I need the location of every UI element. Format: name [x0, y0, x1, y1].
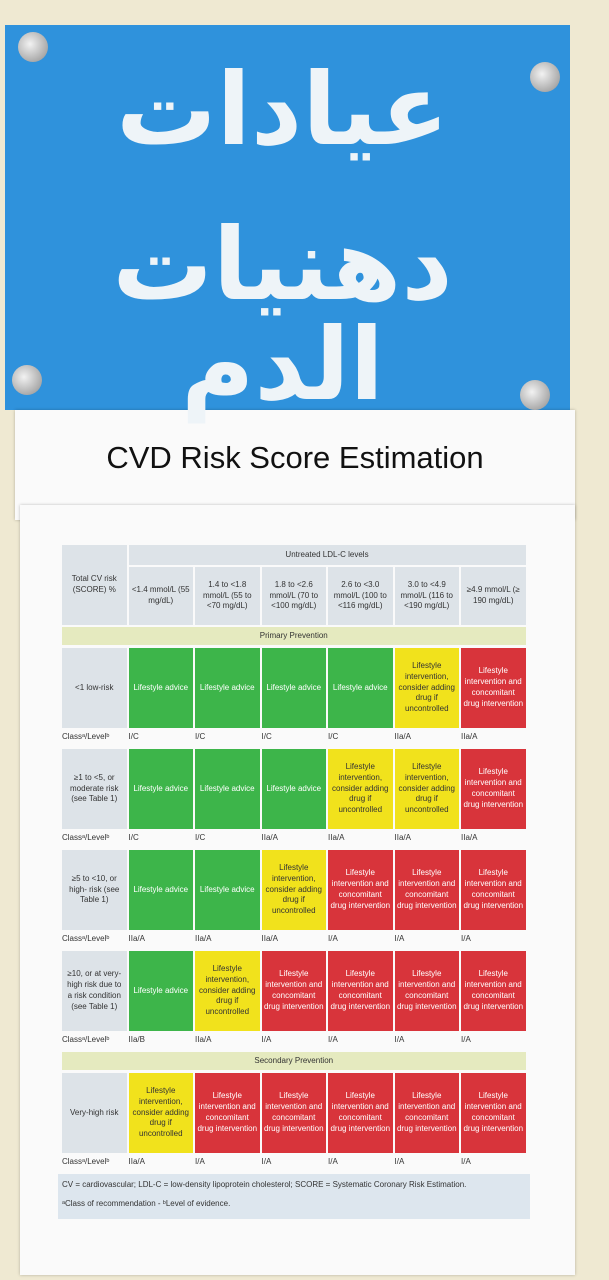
- row-label: ≥5 to <10, or high- risk (see Table 1): [62, 850, 127, 930]
- risk-cell: Lifestyle intervention and concomitant d…: [328, 850, 393, 930]
- class-value: I/C: [328, 732, 339, 741]
- row-label: <1 low-risk: [62, 648, 127, 728]
- risk-cell: Lifestyle intervention and concomitant d…: [261, 1073, 326, 1153]
- class-value: I/C: [128, 732, 139, 741]
- row-label: ≥10, or at very-high risk due to a risk …: [62, 951, 127, 1031]
- screw: [18, 32, 48, 62]
- risk-cell: Lifestyle advice: [128, 648, 193, 728]
- class-value: I/A: [394, 1035, 405, 1044]
- footnote: ᵃClass of recommendation - ᵇLevel of evi…: [62, 1199, 231, 1208]
- class-value: IIa/A: [261, 934, 278, 943]
- risk-cell: Lifestyle intervention, consider adding …: [128, 1073, 193, 1153]
- column-header: 2.6 to <3.0 mmol/L (100 to <116 mg/dL): [328, 567, 393, 625]
- class-value: IIa/A: [195, 1035, 212, 1044]
- risk-cell: Lifestyle intervention and concomitant d…: [461, 850, 526, 930]
- risk-cell: Lifestyle advice: [261, 648, 326, 728]
- class-value: I/A: [461, 934, 471, 943]
- title: CVD Risk Score Estimation: [106, 440, 484, 475]
- risk-cell: Lifestyle advice: [128, 951, 193, 1031]
- risk-cell: Lifestyle advice: [195, 749, 260, 829]
- class-value: I/C: [128, 833, 139, 842]
- paper-back: [15, 410, 575, 520]
- class-value: I/A: [261, 1035, 272, 1044]
- column-header: 3.0 to <4.9 mmol/L (116 to <190 mg/dL): [394, 567, 459, 625]
- class-value: IIa/A: [461, 732, 478, 741]
- class-value: I/A: [328, 934, 338, 943]
- risk-cell: Lifestyle intervention and concomitant d…: [394, 850, 459, 930]
- risk-cell: Lifestyle intervention and concomitant d…: [394, 1073, 459, 1153]
- risk-cell: Lifestyle intervention and concomitant d…: [195, 1073, 260, 1153]
- class-label: Classᵃ/Levelᵇ: [62, 732, 110, 741]
- risk-cell: Lifestyle advice: [328, 648, 393, 728]
- class-value: IIa/A: [128, 934, 145, 943]
- class-value: IIa/B: [128, 1035, 145, 1044]
- risk-cell: Lifestyle advice: [195, 850, 260, 930]
- class-value: I/C: [261, 732, 272, 741]
- risk-cell: Lifestyle intervention, consider adding …: [195, 951, 260, 1031]
- class-value: I/A: [261, 1157, 272, 1166]
- screw: [520, 380, 550, 410]
- class-value: I/A: [461, 1157, 471, 1166]
- column-header: 1.4 to <1.8 mmol/L (55 to <70 mg/dL): [195, 567, 260, 625]
- class-value: I/A: [328, 1157, 338, 1166]
- class-label: Classᵃ/Levelᵇ: [62, 1035, 110, 1044]
- column-header: ≥4.9 mmol/L (≥ 190 mg/dL): [461, 567, 526, 625]
- class-value: I/A: [394, 934, 405, 943]
- column-header: <1.4 mmol/L (55 mg/dL): [128, 567, 193, 625]
- sign-text: عيادات: [116, 51, 449, 168]
- screw: [12, 365, 42, 395]
- risk-cell: Lifestyle intervention, consider adding …: [394, 749, 459, 829]
- risk-cell: Lifestyle advice: [128, 850, 193, 930]
- risk-cell: Lifestyle advice: [128, 749, 193, 829]
- class-value: IIa/A: [394, 833, 411, 842]
- risk-cell: Lifestyle advice: [195, 648, 260, 728]
- section-header: Secondary Prevention: [62, 1052, 526, 1070]
- clinic-sign: [5, 25, 570, 410]
- group-header: Untreated LDL-C levels: [128, 545, 526, 565]
- class-value: IIa/A: [261, 833, 278, 842]
- class-label: Classᵃ/Levelᵇ: [62, 934, 110, 943]
- risk-cell: Lifestyle intervention and concomitant d…: [461, 951, 526, 1031]
- risk-cell: Lifestyle intervention and concomitant d…: [261, 951, 326, 1031]
- class-value: I/C: [195, 833, 206, 842]
- class-value: IIa/A: [128, 1157, 145, 1166]
- class-value: IIa/A: [195, 934, 212, 943]
- footnote-box: [58, 1174, 530, 1219]
- sign-text: دهنيات الدم: [112, 206, 453, 423]
- class-value: IIa/A: [461, 833, 478, 842]
- risk-cell: Lifestyle intervention, consider adding …: [261, 850, 326, 930]
- risk-cell: Lifestyle advice: [261, 749, 326, 829]
- class-label: Classᵃ/Levelᵇ: [62, 1157, 110, 1166]
- footnote: CV = cardiovascular; LDL-C = low-density…: [62, 1180, 467, 1189]
- class-value: IIa/A: [328, 833, 345, 842]
- risk-cell: Lifestyle intervention, consider adding …: [394, 648, 459, 728]
- class-value: IIa/A: [394, 732, 411, 741]
- class-value: I/C: [195, 732, 206, 741]
- risk-cell: Lifestyle intervention and concomitant d…: [328, 951, 393, 1031]
- risk-cell: Lifestyle intervention and concomitant d…: [461, 648, 526, 728]
- section-header: Primary Prevention: [62, 627, 526, 645]
- screw: [530, 62, 560, 92]
- class-value: I/A: [195, 1157, 205, 1166]
- class-value: I/A: [394, 1157, 405, 1166]
- risk-cell: Lifestyle intervention and concomitant d…: [461, 1073, 526, 1153]
- class-label: Classᵃ/Levelᵇ: [62, 833, 110, 842]
- risk-cell: Lifestyle intervention and concomitant d…: [461, 749, 526, 829]
- corner-header: Total CV risk (SCORE) %: [62, 545, 127, 625]
- class-value: I/A: [461, 1035, 471, 1044]
- row-label: Very-high risk: [62, 1073, 127, 1153]
- column-header: 1.8 to <2.6 mmol/L (70 to <100 mg/dL): [261, 567, 326, 625]
- class-value: I/A: [328, 1035, 338, 1044]
- risk-cell: Lifestyle intervention and concomitant d…: [328, 1073, 393, 1153]
- risk-cell: Lifestyle intervention, consider adding …: [328, 749, 393, 829]
- risk-cell: Lifestyle intervention and concomitant d…: [394, 951, 459, 1031]
- row-label: ≥1 to <5, or moderate risk (see Table 1): [62, 749, 127, 829]
